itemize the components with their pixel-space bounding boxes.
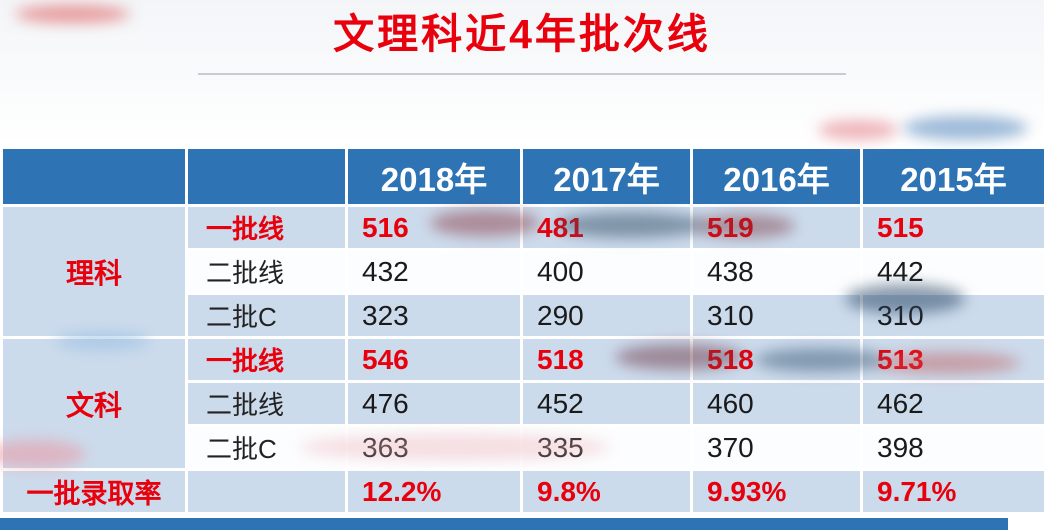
- value-cell: 9.93%: [690, 468, 863, 515]
- value-cell: 398: [860, 424, 1044, 471]
- table-row: 文科 一批线 546 518 518 513: [0, 336, 1044, 471]
- table-row: 二批线 432 400 438 442: [2, 248, 1044, 295]
- bottom-accent-bar: [0, 518, 1008, 530]
- value-cell: 476: [345, 380, 523, 427]
- table-row: 二批C 323 290 310 310: [2, 292, 1044, 339]
- background-smudge: [903, 116, 1028, 140]
- table-row: 二批C 363 335 370 398: [2, 424, 1044, 471]
- value-cell: 516: [345, 204, 523, 251]
- admission-rate-label: 一批录取率: [0, 468, 188, 515]
- value-cell: 363: [345, 424, 523, 471]
- title-underline: [198, 73, 846, 76]
- value-cell: 9.8%: [520, 468, 693, 515]
- row-label: 二批线: [185, 380, 348, 427]
- value-cell: 546: [345, 336, 523, 383]
- table-row: 二批线 476 452 460 462: [2, 380, 1044, 427]
- value-cell: 518: [690, 336, 863, 383]
- page-title: 文理科近4年批次线: [333, 11, 711, 57]
- year-header-2018: 2018年: [345, 146, 523, 207]
- value-cell: 370: [690, 424, 863, 471]
- value-cell: 438: [690, 248, 863, 295]
- value-cell: 481: [520, 204, 693, 251]
- title-block: 文理科近4年批次线: [0, 0, 1044, 76]
- value-cell: 442: [860, 248, 1044, 295]
- header-row: 2018年 2017年 2016年 2015年: [0, 146, 1044, 207]
- value-cell: 290: [520, 292, 693, 339]
- value-cell: 9.71%: [860, 468, 1044, 515]
- value-cell: 400: [520, 248, 693, 295]
- header-corner-cell: [185, 146, 348, 207]
- value-cell: 518: [520, 336, 693, 383]
- row-label: 一批线: [185, 204, 348, 251]
- row-label: 二批C: [185, 292, 348, 339]
- background-smudge: [818, 120, 898, 140]
- row-label: 一批线: [185, 336, 348, 383]
- header-corner-cell: [0, 146, 188, 207]
- value-cell: 460: [690, 380, 863, 427]
- value-cell: 519: [690, 204, 863, 251]
- batch-line-table: 2018年 2017年 2016年 2015年 理科 一批线 516 481 5…: [0, 146, 1044, 515]
- group-label-science: 理科: [0, 204, 188, 339]
- empty-cell: [185, 468, 348, 515]
- year-header-2015: 2015年: [860, 146, 1044, 207]
- value-cell: 335: [520, 424, 693, 471]
- value-cell: 462: [860, 380, 1044, 427]
- value-cell: 452: [520, 380, 693, 427]
- row-label: 二批线: [185, 248, 348, 295]
- year-header-2016: 2016年: [690, 146, 863, 207]
- value-cell: 310: [860, 292, 1044, 339]
- table-row: 理科 一批线 516 481 519 515: [0, 204, 1044, 339]
- value-cell: 323: [345, 292, 523, 339]
- value-cell: 513: [860, 336, 1044, 383]
- table-row-admission-rate: 一批录取率 12.2% 9.8% 9.93% 9.71%: [0, 468, 1044, 515]
- value-cell: 310: [690, 292, 863, 339]
- group-label-liberal-arts: 文科: [0, 336, 188, 471]
- value-cell: 515: [860, 204, 1044, 251]
- value-cell: 432: [345, 248, 523, 295]
- row-label: 二批C: [185, 424, 348, 471]
- value-cell: 12.2%: [345, 468, 523, 515]
- year-header-2017: 2017年: [520, 146, 693, 207]
